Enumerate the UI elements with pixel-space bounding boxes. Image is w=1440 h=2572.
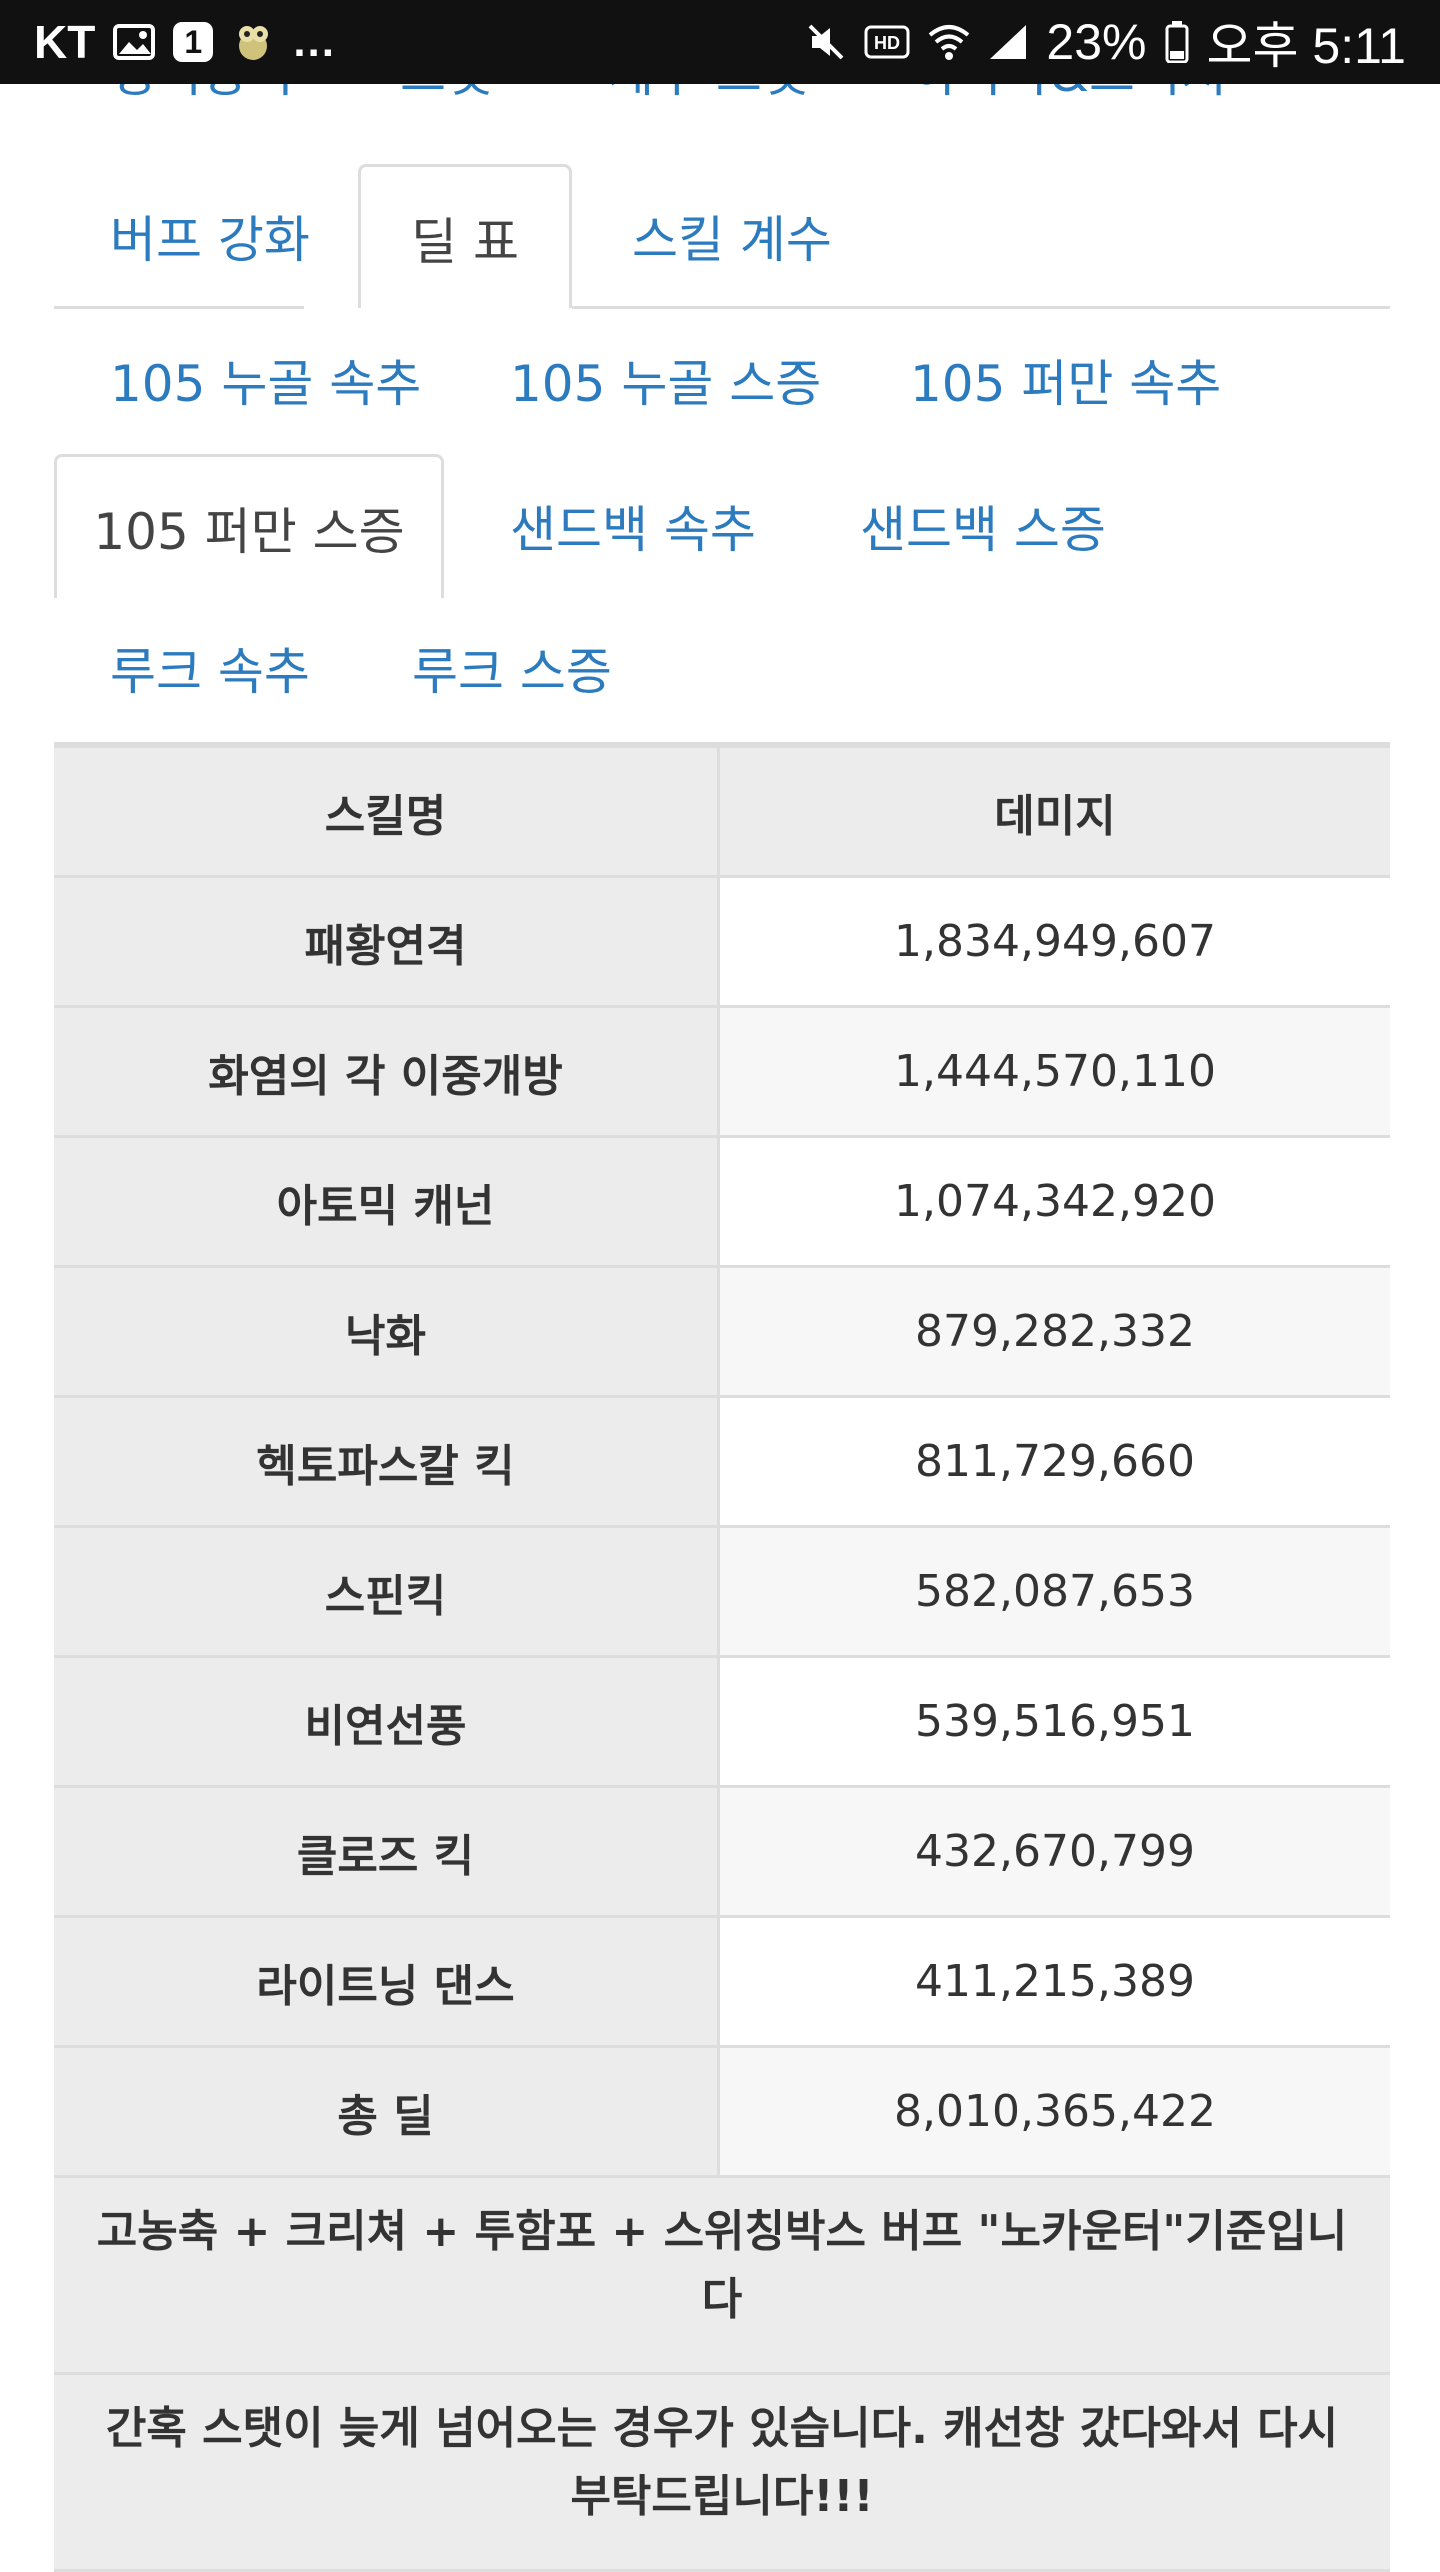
column-header-damage: 데미지 bbox=[720, 748, 1390, 875]
damage-value: 879,282,332 bbox=[720, 1268, 1390, 1395]
table-row: 스핀킥 582,087,653 bbox=[54, 1528, 1390, 1658]
tab-divider bbox=[54, 306, 304, 309]
tab-divider bbox=[572, 306, 1390, 309]
damage-value: 539,516,951 bbox=[720, 1658, 1390, 1785]
mute-icon bbox=[806, 22, 846, 62]
skill-name: 라이트닝 댄스 bbox=[54, 1918, 720, 2045]
damage-value: 811,729,660 bbox=[720, 1398, 1390, 1525]
skill-name: 스핀킥 bbox=[54, 1528, 720, 1655]
tab-sandbag-skill[interactable]: 샌드백 스증 bbox=[860, 501, 1106, 559]
tab-rook-skill[interactable]: 루크 스증 bbox=[412, 643, 612, 701]
table-row: 라이트닝 댄스 411,215,389 bbox=[54, 1918, 1390, 2048]
column-header-skill: 스킬명 bbox=[54, 748, 720, 875]
clock: 오후 5:11 bbox=[1206, 18, 1407, 74]
carrier-label: KT bbox=[34, 16, 96, 68]
damage-value: 411,215,389 bbox=[720, 1918, 1390, 2045]
table-row: 클로즈 킥 432,670,799 bbox=[54, 1788, 1390, 1918]
damage-value: 582,087,653 bbox=[720, 1528, 1390, 1655]
app-mascot-icon bbox=[231, 20, 275, 64]
tab-105-nugol-speed[interactable]: 105 누골 속추 bbox=[110, 355, 422, 413]
svg-text:HD: HD bbox=[874, 33, 900, 53]
wifi-icon bbox=[928, 23, 970, 61]
damage-value: 1,074,342,920 bbox=[720, 1138, 1390, 1265]
tab-105-permanent-skill[interactable]: 105 퍼만 스증 bbox=[54, 454, 444, 598]
damage-value: 1,834,949,607 bbox=[720, 878, 1390, 1005]
total-damage-value: 8,010,365,422 bbox=[720, 2048, 1390, 2175]
status-bar: KT 1 ... HD 23% 오후 5:11 bbox=[0, 0, 1440, 84]
tab-105-permanent-speed[interactable]: 105 퍼만 속추 bbox=[910, 355, 1222, 413]
skill-name: 화염의 각 이중개방 bbox=[54, 1008, 720, 1135]
damage-table: 스킬명 데미지 패황연격 1,834,949,607 화염의 각 이중개방 1,… bbox=[54, 742, 1390, 2572]
tab-damage-table[interactable]: 딜 표 bbox=[358, 164, 572, 308]
skill-name: 아토믹 캐넌 bbox=[54, 1138, 720, 1265]
table-row: 비연선풍 539,516,951 bbox=[54, 1658, 1390, 1788]
damage-value: 432,670,799 bbox=[720, 1788, 1390, 1915]
table-header-row: 스킬명 데미지 bbox=[54, 748, 1390, 878]
table-row: 낙화 879,282,332 bbox=[54, 1268, 1390, 1398]
skill-name: 클로즈 킥 bbox=[54, 1788, 720, 1915]
table-total-row: 총 딜 8,010,365,422 bbox=[54, 2048, 1390, 2178]
table-row: 패황연격 1,834,949,607 bbox=[54, 878, 1390, 1008]
tab-sandbag-speed[interactable]: 샌드백 속추 bbox=[510, 501, 756, 559]
buff-condition-note: 고농축 + 크리쳐 + 투함포 + 스위칭박스 버프 "노카운터"기준입니다 bbox=[54, 2178, 1390, 2375]
total-damage-label: 총 딜 bbox=[54, 2048, 720, 2175]
stat-delay-note: 간혹 스탯이 늦게 넘어오는 경우가 있습니다. 캐선창 갔다와서 다시 부탁드… bbox=[54, 2375, 1390, 2572]
more-notifications-indicator: ... bbox=[293, 17, 337, 66]
skill-name: 낙화 bbox=[54, 1268, 720, 1395]
skill-name: 패황연격 bbox=[54, 878, 720, 1005]
table-row: 헥토파스칼 킥 811,729,660 bbox=[54, 1398, 1390, 1528]
tab-skill-coefficient[interactable]: 스킬 계수 bbox=[632, 211, 832, 269]
table-row: 화염의 각 이중개방 1,444,570,110 bbox=[54, 1008, 1390, 1138]
hd-voice-icon: HD bbox=[864, 25, 910, 59]
battery-icon bbox=[1165, 21, 1189, 63]
tab-rook-speed[interactable]: 루크 속추 bbox=[110, 643, 310, 701]
battery-percent: 23% bbox=[1046, 14, 1147, 70]
tab-105-nugol-skill[interactable]: 105 누골 스증 bbox=[510, 355, 822, 413]
damage-value: 1,444,570,110 bbox=[720, 1008, 1390, 1135]
tab-buff-enhance[interactable]: 버프 강화 bbox=[110, 211, 310, 269]
table-row: 아토믹 캐넌 1,074,342,920 bbox=[54, 1138, 1390, 1268]
skill-name: 헥토파스칼 킥 bbox=[54, 1398, 720, 1525]
skill-name: 비연선풍 bbox=[54, 1658, 720, 1785]
notification-count-badge: 1 bbox=[173, 22, 214, 62]
signal-icon bbox=[988, 23, 1028, 61]
gallery-icon bbox=[113, 24, 156, 60]
